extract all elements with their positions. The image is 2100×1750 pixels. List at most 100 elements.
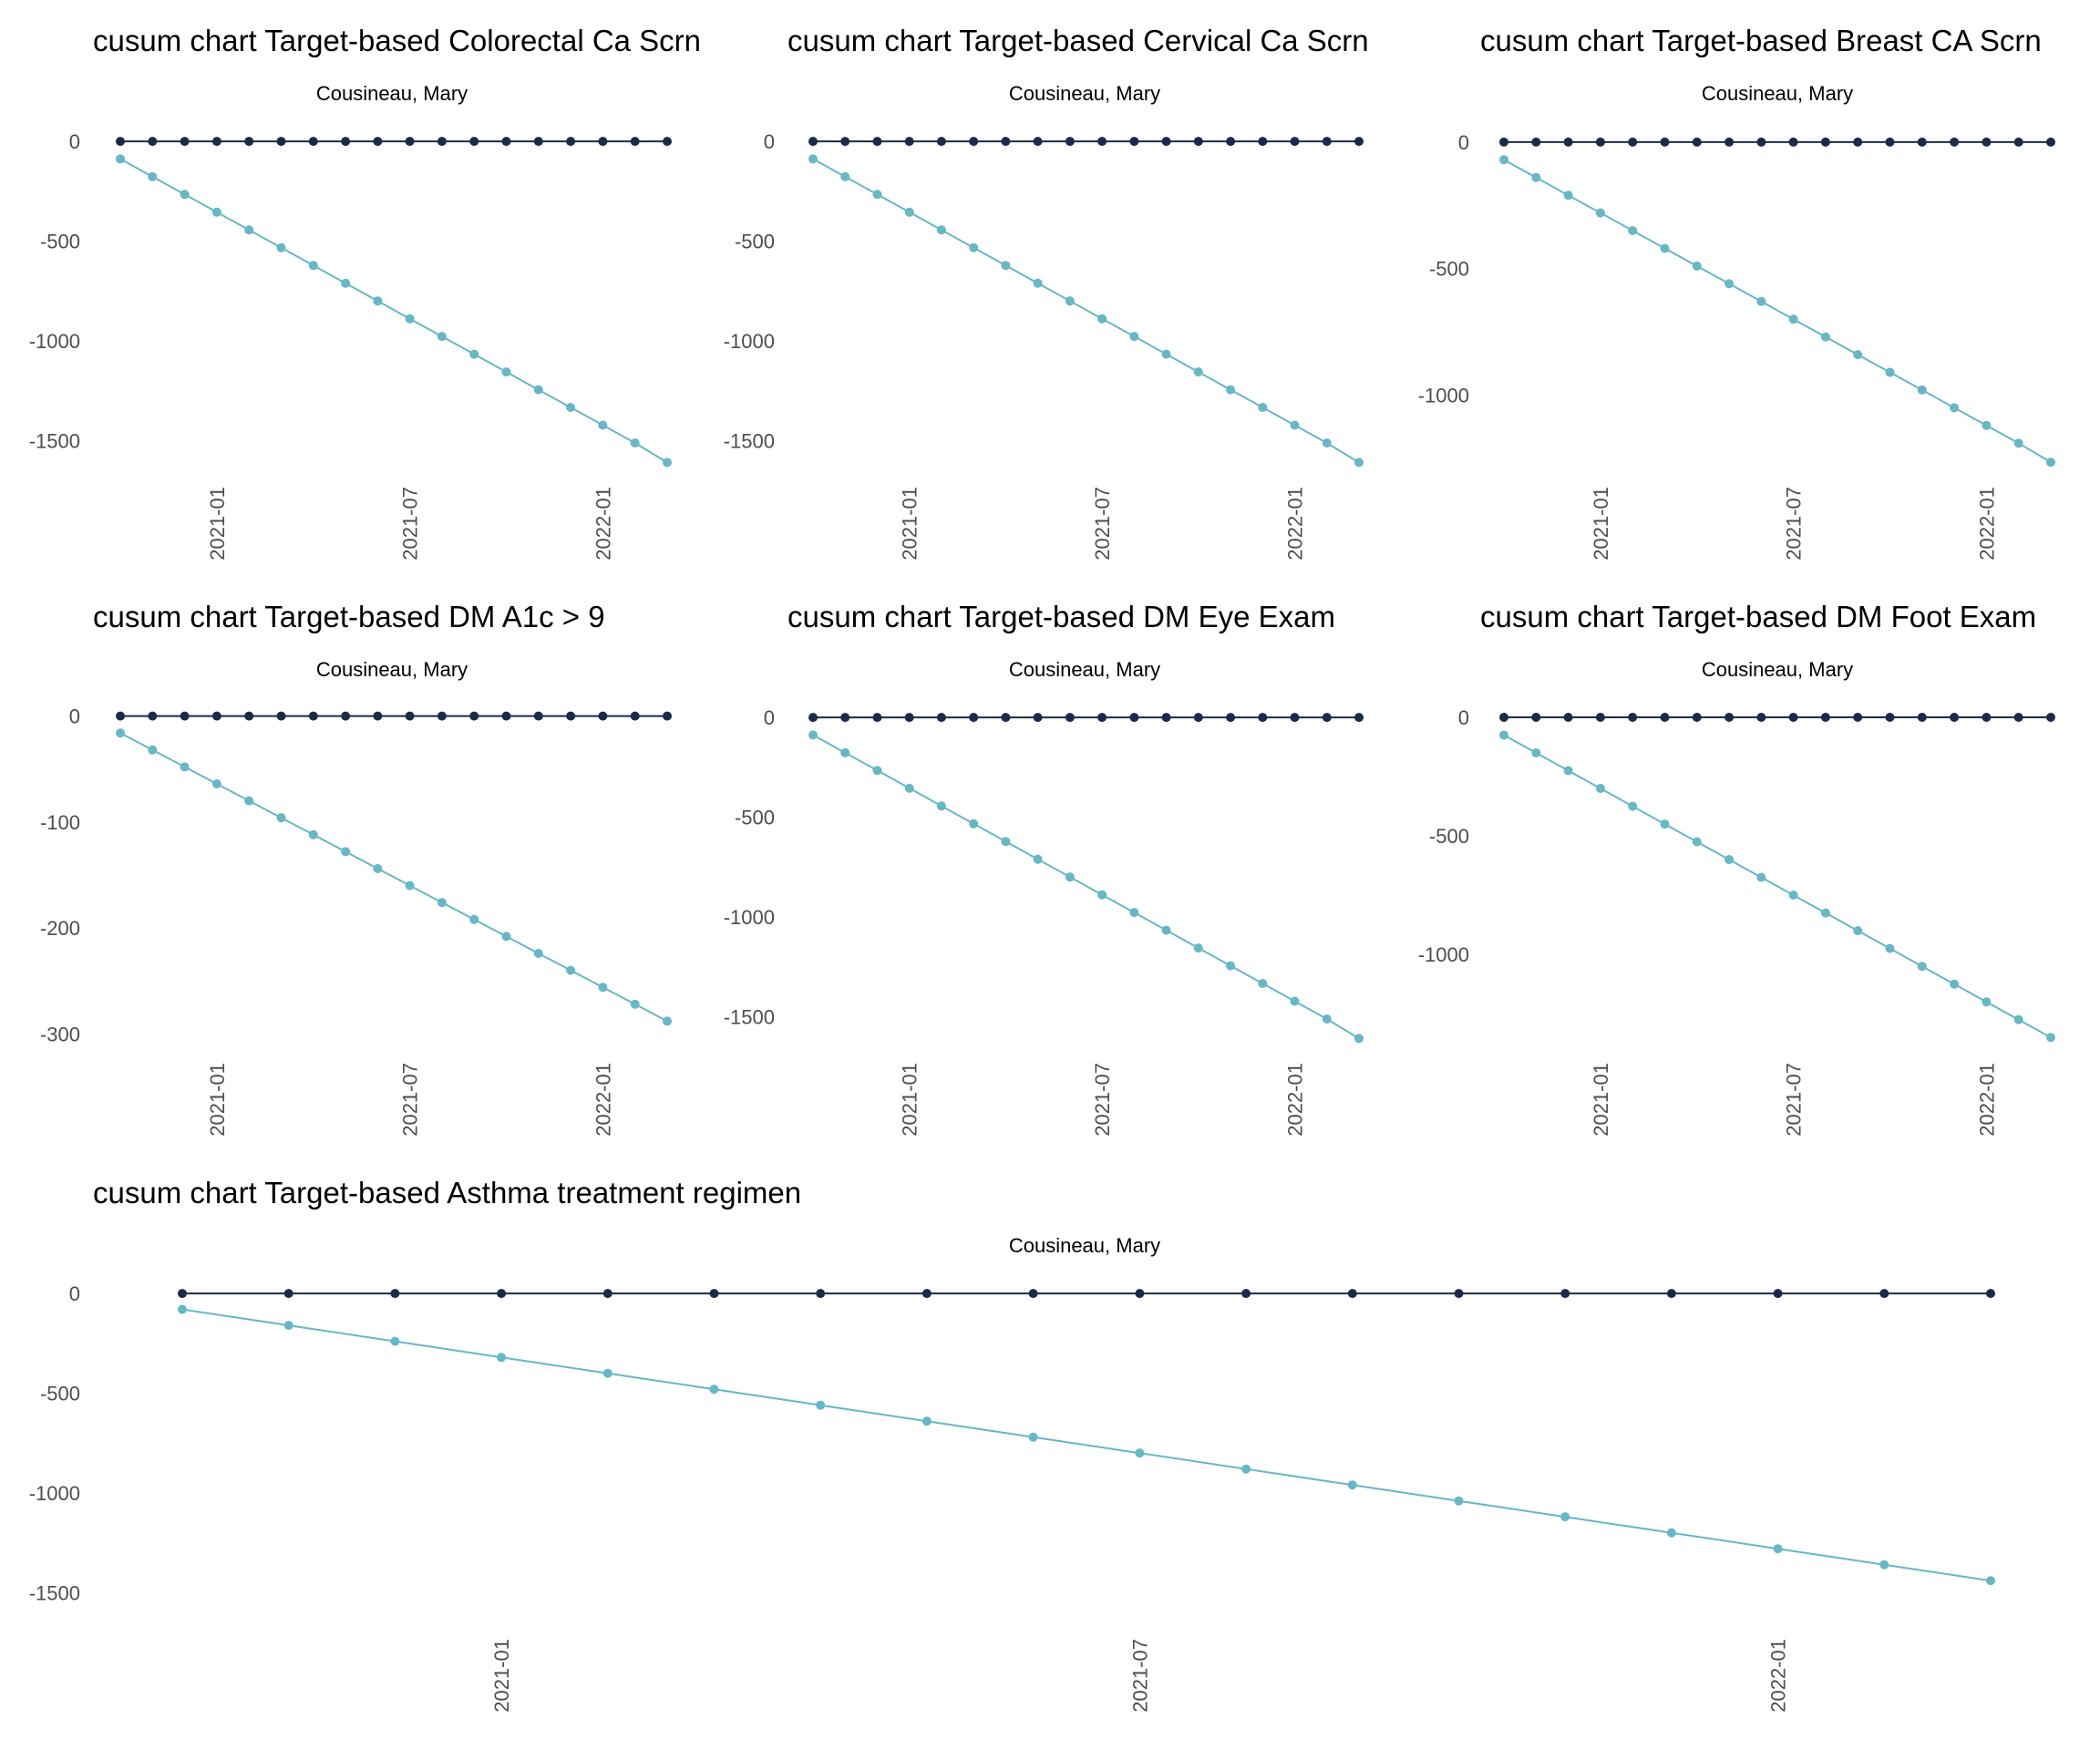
chart-subtitle: Cousineau, Mary <box>1702 82 1853 105</box>
data-point-cusum <box>308 711 318 721</box>
data-point-target <box>1028 1432 1038 1442</box>
data-point-target <box>872 190 882 200</box>
data-point-target <box>1788 314 1798 324</box>
data-point-target <box>1258 979 1268 988</box>
x-tick-label: 2022-01 <box>1284 487 1307 561</box>
chart-title: cusum chart Target-based Breast CA Scrn <box>1480 24 2042 57</box>
data-point-target <box>2013 438 2023 448</box>
data-point-cusum <box>373 137 383 147</box>
data-point-cusum <box>1563 713 1573 722</box>
data-point-cusum <box>566 711 576 721</box>
data-point-target <box>808 730 818 740</box>
data-point-cusum <box>1595 137 1605 147</box>
chart-title: cusum chart Target-based Asthma treatmen… <box>93 1176 801 1210</box>
data-point-cusum <box>1560 1289 1570 1299</box>
x-tick-label: 2021-01 <box>1590 487 1612 561</box>
data-point-target <box>2046 1033 2055 1043</box>
data-point-target <box>1563 190 1573 201</box>
x-tick-label: 2022-01 <box>592 487 614 561</box>
data-point-cusum <box>566 137 576 147</box>
data-point-target <box>1097 314 1107 324</box>
data-point-cusum <box>1885 137 1895 147</box>
data-point-target <box>2046 458 2055 468</box>
data-point-cusum <box>211 137 221 147</box>
data-point-target <box>1756 872 1766 882</box>
data-point-target <box>497 1353 507 1363</box>
data-point-cusum <box>872 137 882 147</box>
data-point-target <box>341 847 351 857</box>
data-point-target <box>1595 784 1605 793</box>
data-point-target <box>566 965 576 975</box>
x-tick-label: 2022-01 <box>1975 1063 1998 1137</box>
data-point-target <box>1065 872 1075 882</box>
data-point-target <box>1161 925 1171 935</box>
data-point-target <box>1193 943 1203 953</box>
data-point-target <box>1628 226 1638 235</box>
data-point-cusum <box>1788 137 1798 147</box>
data-point-cusum <box>244 711 254 721</box>
chart-panel-1: cusum chart Target-based Colorectal Ca S… <box>29 24 701 561</box>
data-point-cusum <box>904 137 914 147</box>
data-point-target <box>276 242 286 252</box>
data-point-cusum <box>1161 713 1171 723</box>
data-point-cusum <box>1193 137 1203 147</box>
data-point-target <box>1531 172 1541 182</box>
data-point-target <box>1820 908 1830 918</box>
data-point-target <box>1033 278 1043 288</box>
chart-title: cusum chart Target-based DM Eye Exam <box>788 600 1335 633</box>
data-point-cusum <box>211 711 221 721</box>
data-point-target <box>341 278 351 288</box>
data-point-cusum <box>1290 713 1300 723</box>
data-point-cusum <box>2046 137 2055 147</box>
data-point-target <box>178 1304 187 1314</box>
data-point-cusum <box>709 1289 719 1299</box>
data-point-cusum <box>1001 137 1011 147</box>
y-tick-label: -200 <box>40 917 80 940</box>
data-point-cusum <box>116 711 125 721</box>
data-point-cusum <box>2013 713 2023 722</box>
x-tick-label: 2021-07 <box>1128 1639 1151 1713</box>
data-point-cusum <box>1322 713 1332 723</box>
data-point-cusum <box>1788 713 1798 722</box>
data-point-target <box>1226 385 1236 395</box>
data-point-target <box>663 1016 672 1026</box>
data-point-cusum <box>437 711 447 721</box>
data-point-target <box>1531 748 1541 757</box>
data-point-cusum <box>1033 137 1043 147</box>
data-point-target <box>180 762 190 772</box>
series-line-target <box>119 158 668 464</box>
chart-subtitle: Cousineau, Mary <box>1009 658 1160 681</box>
data-point-target <box>1135 1448 1145 1458</box>
data-point-cusum <box>1563 137 1573 147</box>
x-tick-label: 2022-01 <box>1975 487 1998 561</box>
data-point-cusum <box>1950 713 1960 722</box>
data-point-target <box>308 261 318 271</box>
data-point-target <box>283 1321 293 1331</box>
data-point-cusum <box>497 1289 507 1299</box>
data-point-cusum <box>533 137 543 147</box>
data-point-target <box>148 745 158 755</box>
data-point-target <box>1692 261 1702 271</box>
y-tick-label: -100 <box>40 811 80 834</box>
chart-panel-7: cusum chart Target-based Asthma treatmen… <box>29 1176 1995 1713</box>
y-tick-label: -500 <box>1429 825 1469 848</box>
data-point-cusum <box>1241 1289 1251 1299</box>
y-tick-label: -1000 <box>29 330 80 353</box>
data-point-target <box>1986 1576 1995 1586</box>
data-point-target <box>1241 1464 1251 1474</box>
data-point-cusum <box>1499 137 1508 147</box>
x-tick-label: 2021-01 <box>206 1063 229 1137</box>
x-tick-label: 2021-01 <box>1590 1063 1612 1137</box>
data-point-target <box>1097 890 1107 900</box>
data-point-cusum <box>1917 713 1927 722</box>
y-tick-label: -500 <box>735 807 775 829</box>
data-point-cusum <box>1135 1289 1145 1299</box>
data-point-cusum <box>116 137 125 147</box>
x-tick-label: 2022-01 <box>1767 1639 1790 1713</box>
data-point-cusum <box>663 711 672 721</box>
data-point-target <box>469 914 479 924</box>
data-point-target <box>816 1400 826 1410</box>
data-point-target <box>1853 926 1863 936</box>
y-tick-label: 0 <box>1458 131 1469 154</box>
